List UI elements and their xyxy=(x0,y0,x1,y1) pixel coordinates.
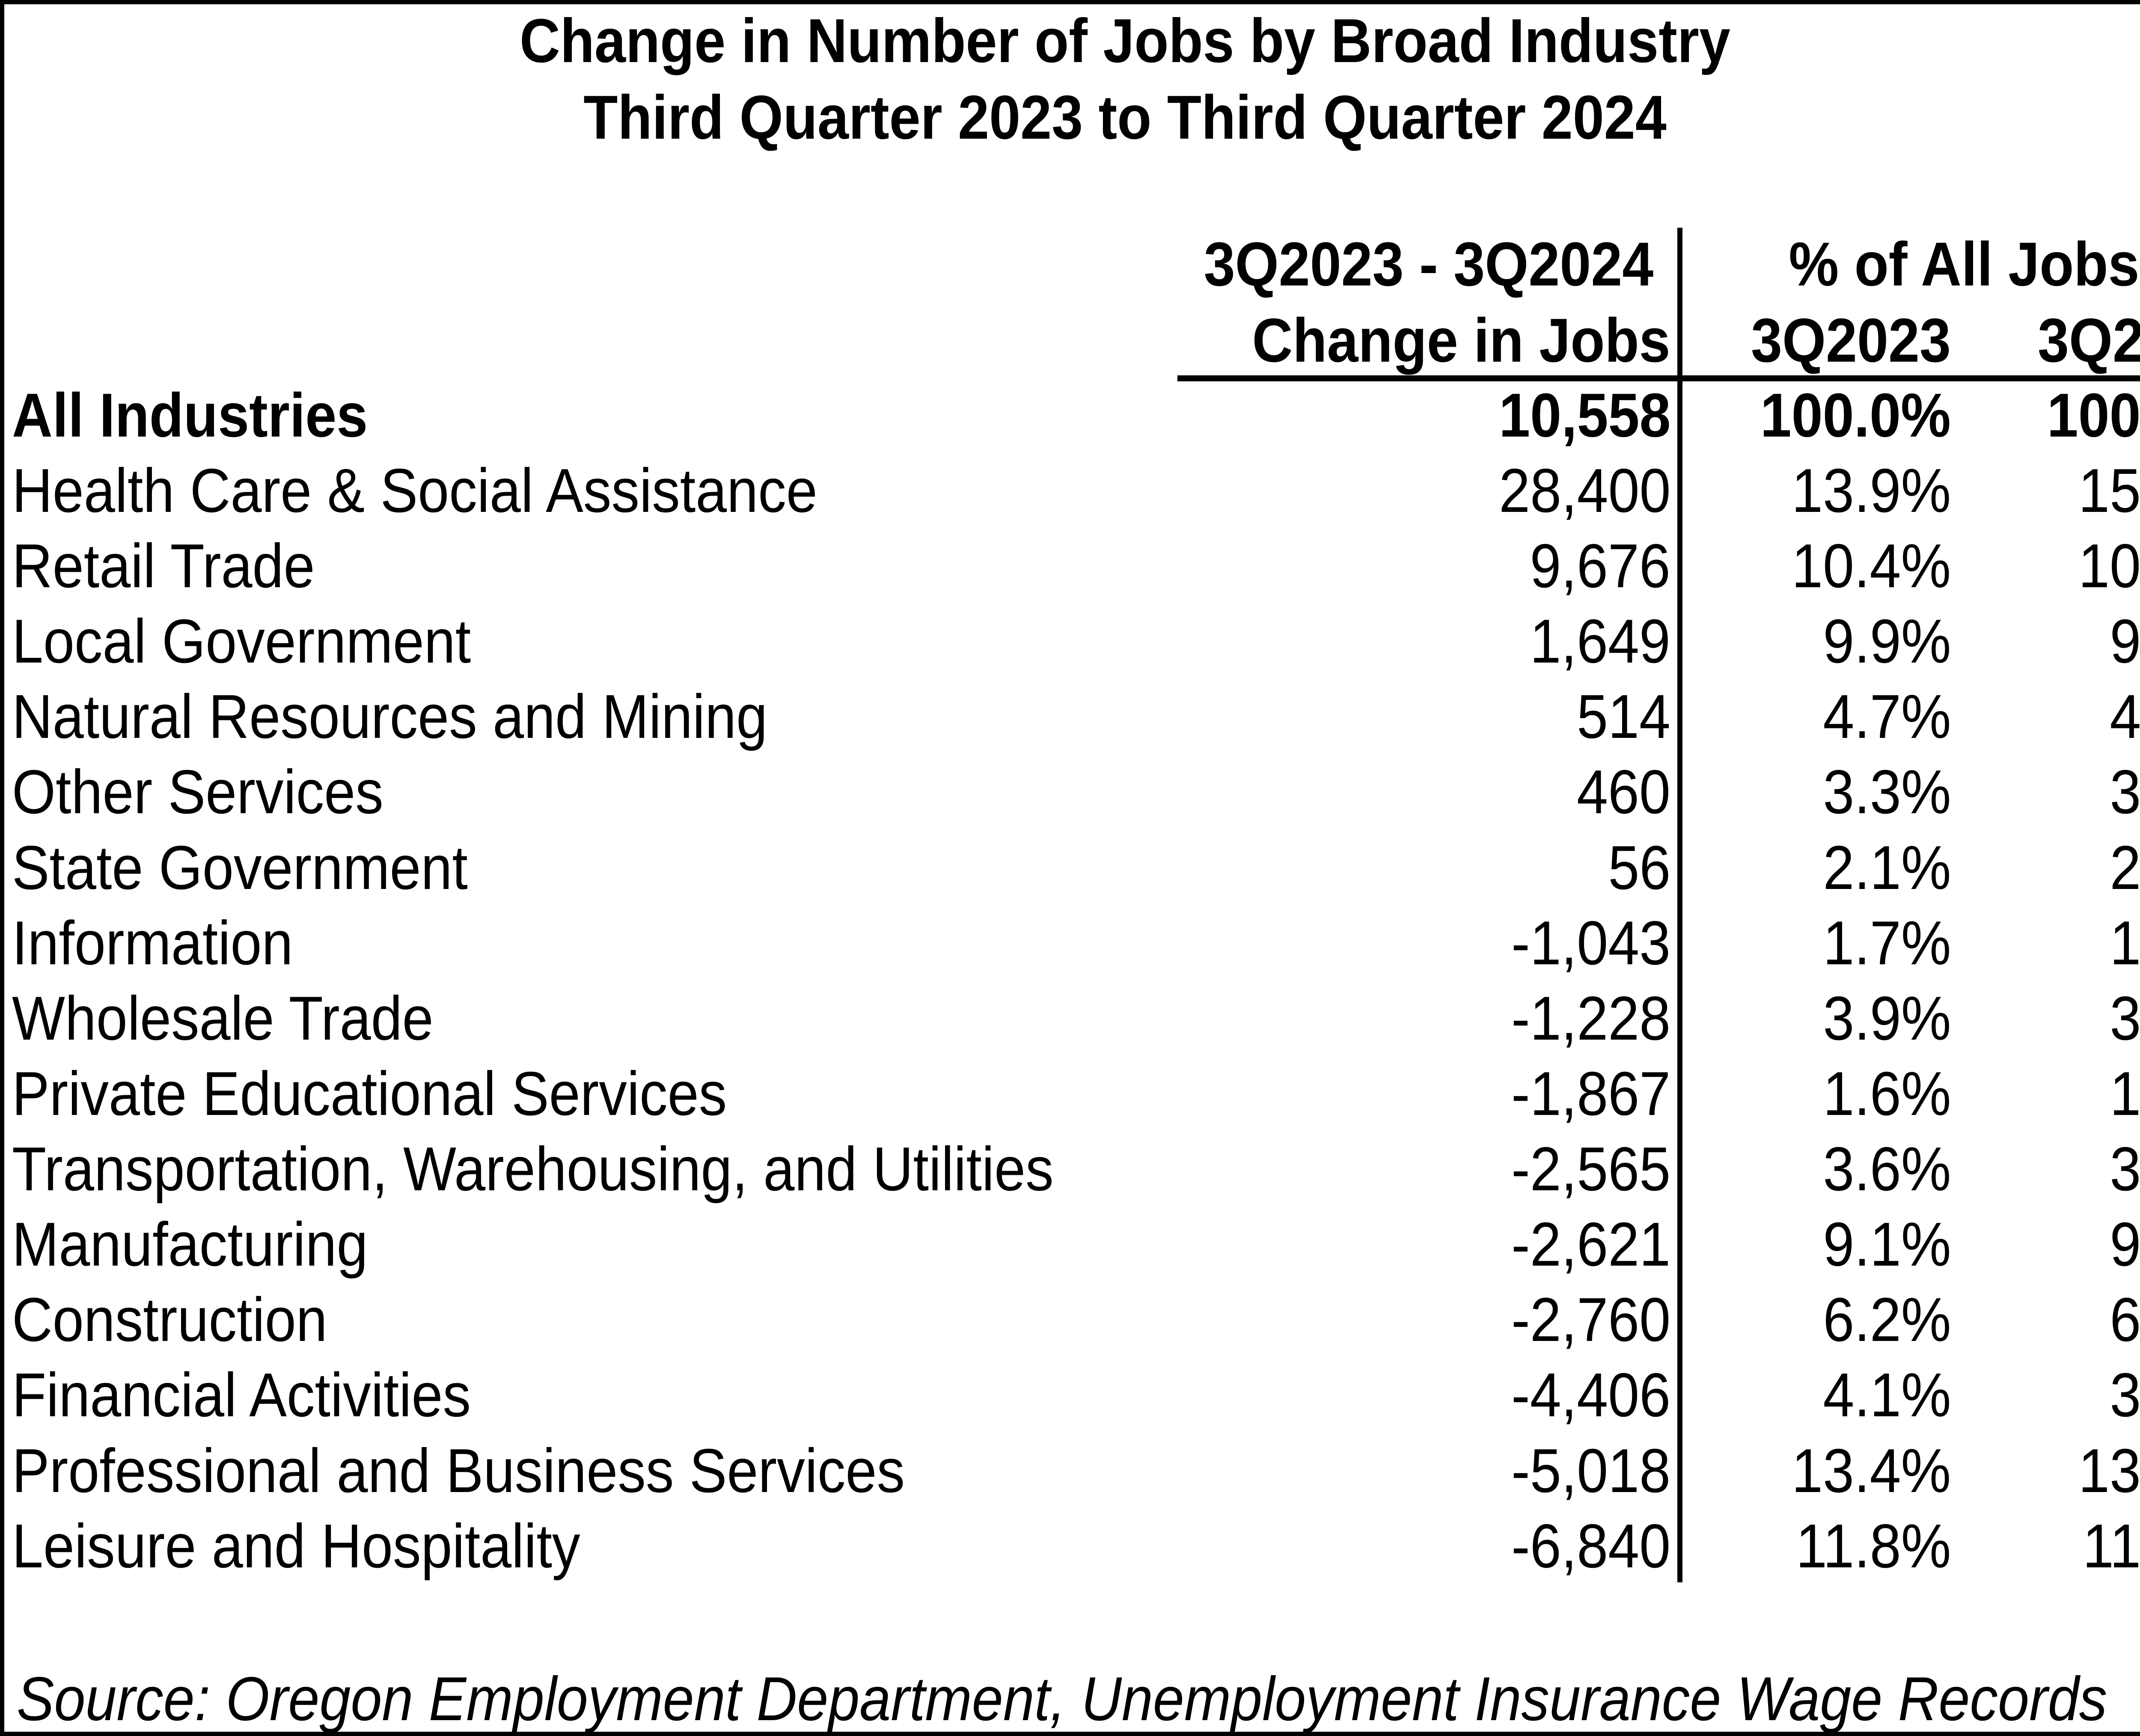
pct-3q2023-value: 3.6% xyxy=(1822,1134,1951,1204)
table-row: Professional and Business Services -5,01… xyxy=(0,1433,2140,1508)
change-value: -2,565 xyxy=(1511,1134,1670,1204)
industry-label: Professional and Business Services xyxy=(12,1436,905,1505)
change-value: 28,400 xyxy=(1498,455,1670,525)
change-value: -5,018 xyxy=(1511,1436,1670,1505)
pct-3q2023-value: 9.1% xyxy=(1822,1210,1951,1279)
column-divider-rule xyxy=(1677,228,1682,1582)
pct-3q2024-value: 3.9% xyxy=(2109,1360,2140,1430)
industry-label: All Industries xyxy=(12,380,368,450)
header-change-period: 3Q2023 - 3Q2024 xyxy=(1204,229,1654,299)
table-row: Other Services 460 3.3% 3.3% xyxy=(0,754,2140,829)
table-row: Private Educational Services -1,867 1.6%… xyxy=(0,1056,2140,1131)
table-row: Health Care & Social Assistance 28,400 1… xyxy=(0,453,2140,528)
table-row: State Government 56 2.1% 2.1% xyxy=(0,830,2140,905)
change-value: 514 xyxy=(1577,682,1670,752)
pct-3q2024-value: 3.3% xyxy=(2109,757,2140,827)
pct-3q2023-value: 1.7% xyxy=(1822,908,1951,978)
industry-label: Construction xyxy=(12,1285,327,1355)
change-value: 10,558 xyxy=(1498,380,1670,450)
pct-3q2024-value: 1.7% xyxy=(2109,908,2140,978)
industry-label: Retail Trade xyxy=(12,531,315,600)
change-value: -2,760 xyxy=(1511,1285,1670,1355)
industry-label: Leisure and Hospitality xyxy=(12,1511,580,1581)
pct-3q2024-value: 3.5% xyxy=(2109,1134,2140,1204)
table-row: Natural Resources and Mining 514 4.7% 4.… xyxy=(0,679,2140,754)
industry-label: Private Educational Services xyxy=(12,1058,727,1128)
pct-3q2023-value: 4.1% xyxy=(1822,1360,1951,1430)
change-value: -1,867 xyxy=(1511,1058,1670,1128)
table-row: Construction -2,760 6.2% 6.1% xyxy=(0,1282,2140,1357)
industry-label: Natural Resources and Mining xyxy=(12,682,768,752)
industry-label: Information xyxy=(12,908,293,978)
industry-label: State Government xyxy=(12,832,468,902)
table-row: Transportation, Warehousing, and Utiliti… xyxy=(0,1131,2140,1207)
industry-label: Other Services xyxy=(12,757,383,827)
pct-3q2024-value: 10.7% xyxy=(2078,531,2140,600)
pct-3q2024-value: 4.7% xyxy=(2109,682,2140,752)
change-value: -4,406 xyxy=(1511,1360,1670,1430)
pct-3q2024-value: 11.5% xyxy=(2082,1511,2140,1581)
industry-label: Wholesale Trade xyxy=(12,983,434,1053)
change-value: 56 xyxy=(1608,832,1670,902)
pct-3q2023-value: 10.4% xyxy=(1791,531,1951,600)
figure-title-line1: Change in Number of Jobs by Broad Indust… xyxy=(520,6,1730,75)
table-row: Local Government 1,649 9.9% 9.9% xyxy=(0,603,2140,679)
pct-3q2024-value: 2.1% xyxy=(2109,832,2140,902)
pct-3q2023-value: 3.3% xyxy=(1822,757,1951,827)
table-row: Information -1,043 1.7% 1.7% xyxy=(0,905,2140,981)
change-value: 9,676 xyxy=(1530,531,1670,600)
pct-3q2023-value: 13.4% xyxy=(1791,1436,1951,1505)
pct-3q2023-value: 100.0% xyxy=(1760,380,1951,450)
table-row: Financial Activities -4,406 4.1% 3.9% xyxy=(0,1357,2140,1433)
header-pct-3q2023: 3Q2023 xyxy=(1751,305,1951,375)
header-change-in-jobs: Change in Jobs xyxy=(1252,305,1670,375)
industry-label: Local Government xyxy=(12,606,471,676)
table-row: Retail Trade 9,676 10.4% 10.7% xyxy=(0,528,2140,603)
pct-3q2023-value: 2.1% xyxy=(1822,832,1951,902)
header-underline-rule xyxy=(1177,375,2140,381)
pct-3q2024-value: 15.1% xyxy=(2078,455,2140,525)
pct-3q2024-value: 9.9% xyxy=(2109,606,2140,676)
pct-3q2023-value: 9.9% xyxy=(1822,606,1951,676)
change-value: -2,621 xyxy=(1511,1210,1670,1279)
pct-3q2024-value: 3.8% xyxy=(2109,983,2140,1053)
header-pct-of-all-jobs: % of All Jobs xyxy=(1789,229,2140,299)
figure-title-line2: Third Quarter 2023 to Third Quarter 2024 xyxy=(583,82,1667,152)
table-row: All Industries 10,558 100.0% 100.0% xyxy=(0,378,2140,453)
change-value: -6,840 xyxy=(1511,1511,1670,1581)
pct-3q2024-value: 6.1% xyxy=(2109,1285,2140,1355)
pct-3q2024-value: 1.5% xyxy=(2109,1058,2140,1128)
change-value: -1,228 xyxy=(1511,983,1670,1053)
pct-3q2023-value: 6.2% xyxy=(1822,1285,1951,1355)
industry-label: Health Care & Social Assistance xyxy=(12,455,817,525)
pct-3q2023-value: 11.8% xyxy=(1795,1511,1951,1581)
table-row: Manufacturing -2,621 9.1% 9.0% xyxy=(0,1207,2140,1282)
change-value: 1,649 xyxy=(1530,606,1670,676)
header-pct-3q2024: 3Q2024 xyxy=(2038,305,2140,375)
source-note: Source: Oregon Employment Department, Un… xyxy=(17,1664,2107,1733)
pct-3q2024-value: 100.0% xyxy=(2047,380,2140,450)
table-row: Leisure and Hospitality -6,840 11.8% 11.… xyxy=(0,1508,2140,1584)
pct-3q2024-value: 9.0% xyxy=(2109,1210,2140,1279)
industry-label: Manufacturing xyxy=(12,1210,368,1279)
pct-3q2023-value: 4.7% xyxy=(1822,682,1951,752)
change-value: -1,043 xyxy=(1511,908,1670,978)
pct-3q2023-value: 3.9% xyxy=(1822,983,1951,1053)
industry-label: Transportation, Warehousing, and Utiliti… xyxy=(12,1134,1054,1204)
table-row: Wholesale Trade -1,228 3.9% 3.8% xyxy=(0,981,2140,1056)
change-value: 460 xyxy=(1577,757,1670,827)
pct-3q2023-value: 13.9% xyxy=(1791,455,1951,525)
industry-label: Financial Activities xyxy=(12,1360,471,1430)
pct-3q2023-value: 1.6% xyxy=(1822,1058,1951,1128)
pct-3q2024-value: 13.1% xyxy=(2078,1436,2140,1505)
